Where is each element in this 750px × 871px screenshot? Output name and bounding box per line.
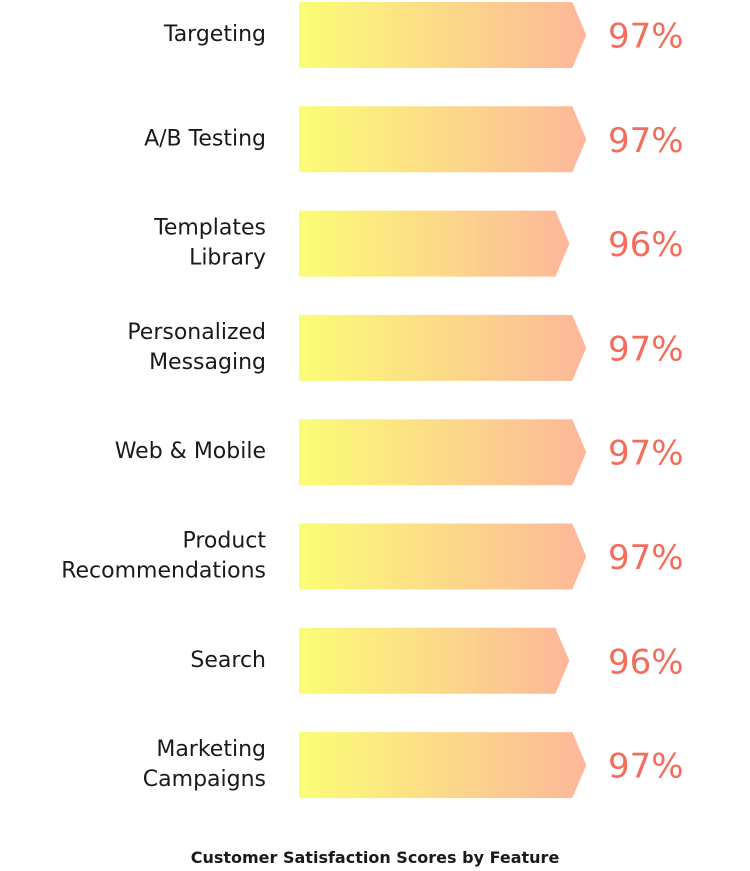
bar	[299, 419, 587, 486]
category-label: Recommendations	[61, 559, 266, 584]
bar	[299, 523, 587, 590]
bar	[299, 2, 587, 68]
bars-group	[299, 2, 587, 799]
category-label: A/B Testing	[144, 126, 266, 151]
bar	[299, 210, 570, 277]
value-label: 97%	[608, 434, 684, 474]
value-label: 96%	[608, 225, 684, 265]
category-label: Search	[190, 648, 266, 673]
chart-title: Customer Satisfaction Scores by Feature	[190, 848, 560, 867]
category-label: Web & Mobile	[115, 439, 266, 464]
category-label: Targeting	[163, 22, 266, 47]
category-label: Product	[182, 529, 266, 554]
value-label: 97%	[608, 747, 684, 787]
category-label: Templates	[153, 216, 266, 241]
bar-chart: Targeting A/B Testing Templates Library Pers…	[61, 2, 684, 799]
value-label: 97%	[608, 17, 684, 57]
value-label: 97%	[608, 538, 684, 578]
bar	[299, 106, 587, 173]
value-label: 97%	[608, 329, 684, 369]
bar	[299, 314, 587, 381]
value-labels: 97% 97% 96% 97% 97% 97% 96% 97%	[608, 17, 684, 787]
value-label: 96%	[608, 642, 684, 682]
category-label: Campaigns	[143, 767, 266, 792]
category-label: Library	[189, 246, 266, 271]
category-label: Personalized	[127, 320, 266, 345]
category-label: Messaging	[149, 350, 266, 375]
category-label: Marketing	[156, 737, 266, 762]
bar	[299, 627, 570, 694]
category-labels: Targeting A/B Testing Templates Library Pers…	[61, 22, 266, 792]
value-label: 97%	[608, 121, 684, 161]
bar	[299, 732, 587, 799]
